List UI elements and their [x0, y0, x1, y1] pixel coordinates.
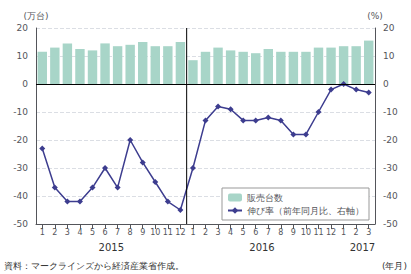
svg-text:2017: 2017	[350, 242, 375, 253]
svg-text:5: 5	[90, 228, 95, 237]
svg-text:12: 12	[326, 228, 336, 237]
svg-text:2: 2	[203, 228, 208, 237]
svg-text:0: 0	[383, 79, 389, 89]
svg-text:-10: -10	[383, 107, 398, 117]
svg-text:4: 4	[77, 228, 82, 237]
svg-text:9: 9	[291, 228, 296, 237]
svg-text:7: 7	[266, 228, 271, 237]
svg-text:-10: -10	[13, 107, 28, 117]
svg-text:20: 20	[17, 23, 29, 33]
svg-text:-30: -30	[13, 163, 28, 173]
svg-text:販売台数: 販売台数	[247, 193, 283, 203]
svg-text:1: 1	[40, 228, 45, 237]
svg-text:3: 3	[65, 228, 70, 237]
svg-text:-30: -30	[383, 163, 398, 173]
svg-text:3: 3	[216, 228, 221, 237]
svg-text:10: 10	[383, 51, 395, 61]
svg-text:8: 8	[128, 228, 133, 237]
svg-text:20: 20	[383, 23, 395, 33]
svg-text:0: 0	[22, 79, 28, 89]
svg-text:6: 6	[103, 228, 108, 237]
svg-text:11: 11	[313, 228, 323, 237]
svg-text:11: 11	[163, 228, 173, 237]
svg-text:12: 12	[175, 228, 185, 237]
svg-text:10: 10	[301, 228, 311, 237]
svg-text:10: 10	[150, 228, 160, 237]
svg-text:-40: -40	[383, 191, 398, 201]
svg-text:-20: -20	[13, 135, 28, 145]
svg-text:資料：マークラインズから経済産業省作成。: 資料：マークラインズから経済産業省作成。	[4, 261, 184, 271]
svg-text:-50: -50	[13, 219, 28, 229]
svg-text:4: 4	[228, 228, 233, 237]
svg-text:2: 2	[52, 228, 57, 237]
svg-text:(年月): (年月)	[382, 261, 407, 271]
svg-text:2016: 2016	[249, 242, 274, 253]
svg-text:9: 9	[140, 228, 145, 237]
svg-text:6: 6	[253, 228, 258, 237]
svg-text:1: 1	[341, 228, 346, 237]
svg-text:8: 8	[278, 228, 283, 237]
svg-text:5: 5	[241, 228, 246, 237]
svg-text:-20: -20	[383, 135, 398, 145]
svg-text:(%): (%)	[367, 11, 383, 21]
svg-text:-50: -50	[383, 219, 398, 229]
svg-text:(万台): (万台)	[23, 11, 48, 21]
svg-text:2: 2	[354, 228, 359, 237]
svg-text:1: 1	[190, 228, 195, 237]
svg-text:2015: 2015	[99, 242, 124, 253]
svg-text:10: 10	[17, 51, 29, 61]
svg-text:-40: -40	[13, 191, 28, 201]
svg-text:7: 7	[115, 228, 120, 237]
svg-text:3: 3	[366, 228, 371, 237]
svg-text:伸び率（前年同月比、右軸）: 伸び率（前年同月比、右軸）	[247, 206, 364, 216]
